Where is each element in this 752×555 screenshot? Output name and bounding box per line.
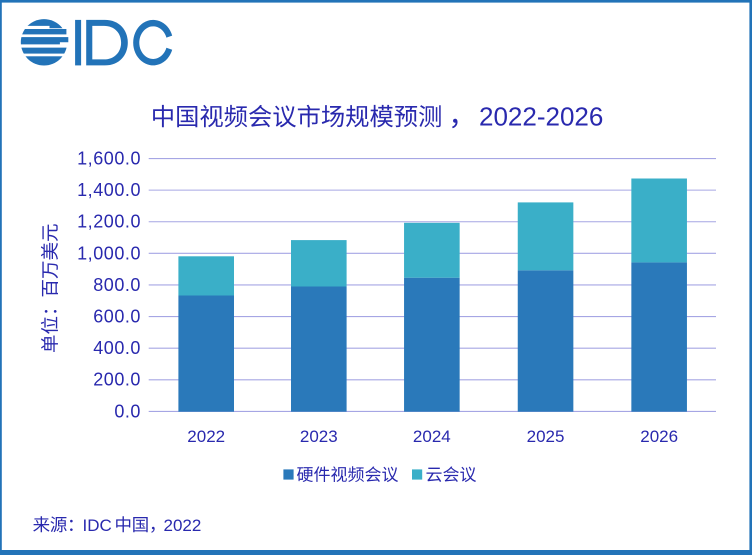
svg-text:2024: 2024 <box>413 427 451 446</box>
svg-text:1,000.0: 1,000.0 <box>77 243 141 263</box>
svg-text:0.0: 0.0 <box>114 401 141 421</box>
svg-text:1,200.0: 1,200.0 <box>77 212 141 232</box>
svg-text:800.0: 800.0 <box>93 275 141 295</box>
svg-text:600.0: 600.0 <box>93 306 141 326</box>
svg-text:2026: 2026 <box>640 427 678 446</box>
svg-text:1,600.0: 1,600.0 <box>77 148 141 168</box>
svg-text:IDC: IDC <box>83 516 112 535</box>
svg-text:200.0: 200.0 <box>93 370 141 390</box>
svg-text:2025: 2025 <box>527 427 565 446</box>
svg-text:400.0: 400.0 <box>93 338 141 358</box>
svg-text:2022-2026: 2022-2026 <box>479 102 603 132</box>
svg-text:2022: 2022 <box>187 427 225 446</box>
svg-text:2022: 2022 <box>164 516 202 535</box>
svg-text:2023: 2023 <box>300 427 338 446</box>
svg-text:1,400.0: 1,400.0 <box>77 180 141 200</box>
